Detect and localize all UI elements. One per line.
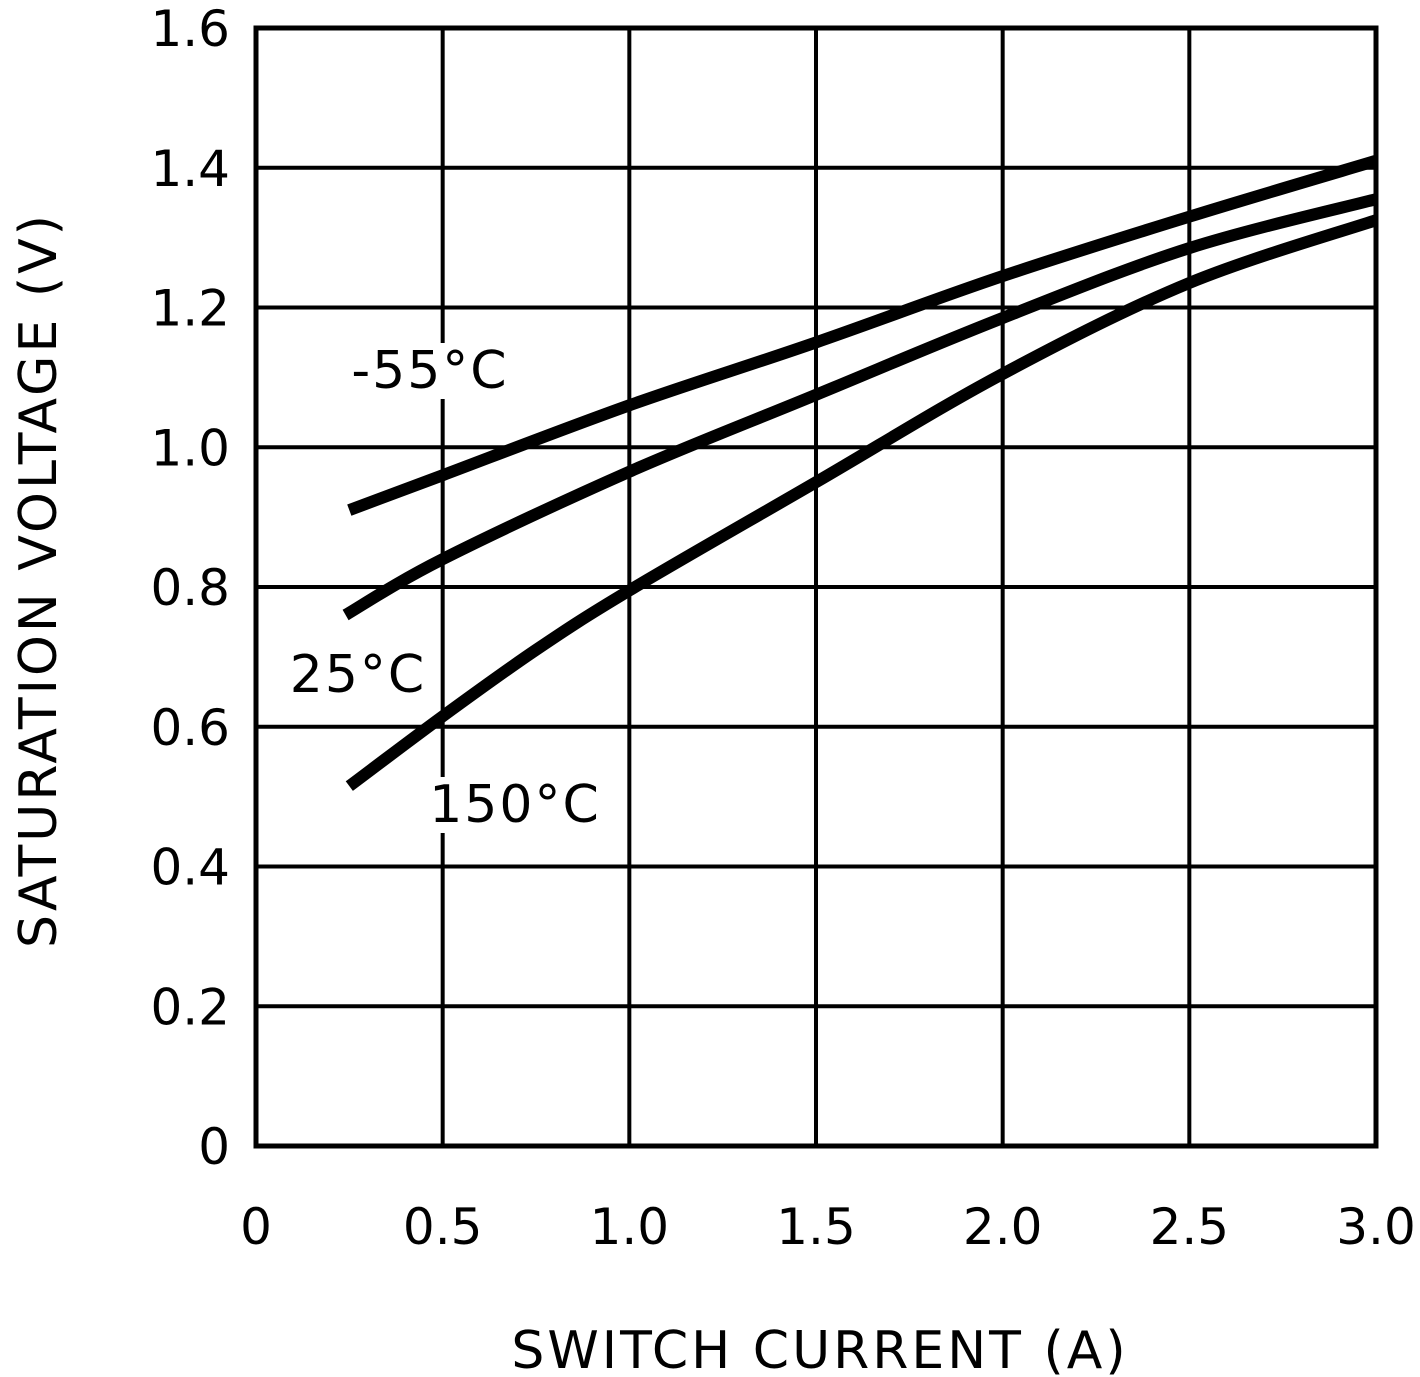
series-line-25c (342, 193, 1378, 621)
plot-frame (253, 25, 1379, 1149)
x-tick-labels: 0 0.5 1.0 1.5 2.0 2.5 3.0 (240, 1198, 1416, 1256)
series-label-minus-55c: -55°C (351, 341, 508, 401)
y-tick-label: 1.2 (150, 280, 230, 338)
x-axis-label: SWITCH CURRENT (A) (511, 1321, 1128, 1377)
y-tick-label: 0.4 (150, 839, 230, 897)
series-label-background (285, 647, 431, 703)
x-tick-label: 2.0 (963, 1198, 1043, 1256)
series-lines (342, 155, 1378, 791)
series-line-minus-55c (347, 155, 1378, 516)
x-tick-label: 0 (240, 1198, 272, 1256)
y-tick-label: 1.0 (150, 419, 230, 477)
y-tick-label: 1.6 (150, 0, 230, 58)
y-tick-label: 0.6 (150, 699, 230, 757)
x-tick-label: 3.0 (1336, 1198, 1416, 1256)
series-labels: -55°C 25°C 150°C (285, 341, 605, 835)
y-tick-label: 1.4 (150, 140, 230, 198)
series-label-background (425, 777, 605, 833)
series-label-background (347, 343, 513, 399)
x-tick-label: 0.5 (403, 1198, 483, 1256)
x-tick-label: 2.5 (1150, 1198, 1230, 1256)
grid (254, 26, 1378, 1148)
y-axis-label: SATURATION VOLTAGE (V) (9, 212, 69, 948)
y-tick-label: 0.8 (150, 559, 230, 617)
y-tick-label: 0 (198, 1118, 230, 1176)
series-line-150c (345, 214, 1378, 791)
y-tick-labels: 0 0.2 0.4 0.6 0.8 1.0 1.2 1.4 1.6 (150, 0, 230, 1176)
x-tick-label: 1.5 (776, 1198, 856, 1256)
series-label-25c: 25°C (290, 645, 426, 705)
x-tick-label: 1.0 (590, 1198, 670, 1256)
y-tick-label: 0.2 (150, 978, 230, 1036)
series-label-150c: 150°C (429, 775, 601, 835)
